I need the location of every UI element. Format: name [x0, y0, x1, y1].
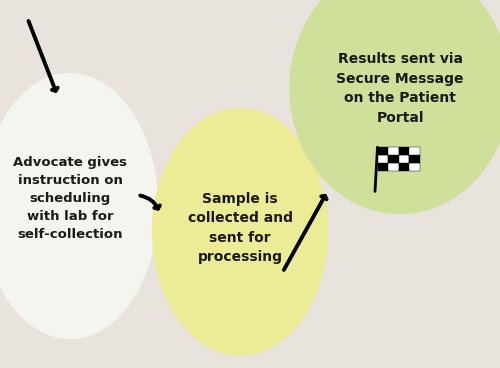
Bar — [388, 155, 399, 163]
Text: Sample is
collected and
sent for
processing: Sample is collected and sent for process… — [188, 192, 292, 265]
Ellipse shape — [152, 109, 328, 355]
Ellipse shape — [0, 74, 158, 339]
Bar — [378, 163, 388, 171]
Bar — [410, 163, 420, 171]
Bar — [399, 147, 409, 155]
Bar — [378, 155, 388, 163]
Bar — [388, 147, 399, 155]
Bar — [388, 163, 399, 171]
Ellipse shape — [290, 0, 500, 213]
Text: Results sent via
Secure Message
on the Patient
Portal: Results sent via Secure Message on the P… — [336, 52, 464, 125]
Bar — [378, 147, 388, 155]
Bar — [410, 147, 420, 155]
Text: Advocate gives
instruction on
scheduling
with lab for
self-collection: Advocate gives instruction on scheduling… — [13, 156, 127, 241]
Bar — [399, 155, 409, 163]
Bar — [399, 163, 409, 171]
Bar — [410, 155, 420, 163]
